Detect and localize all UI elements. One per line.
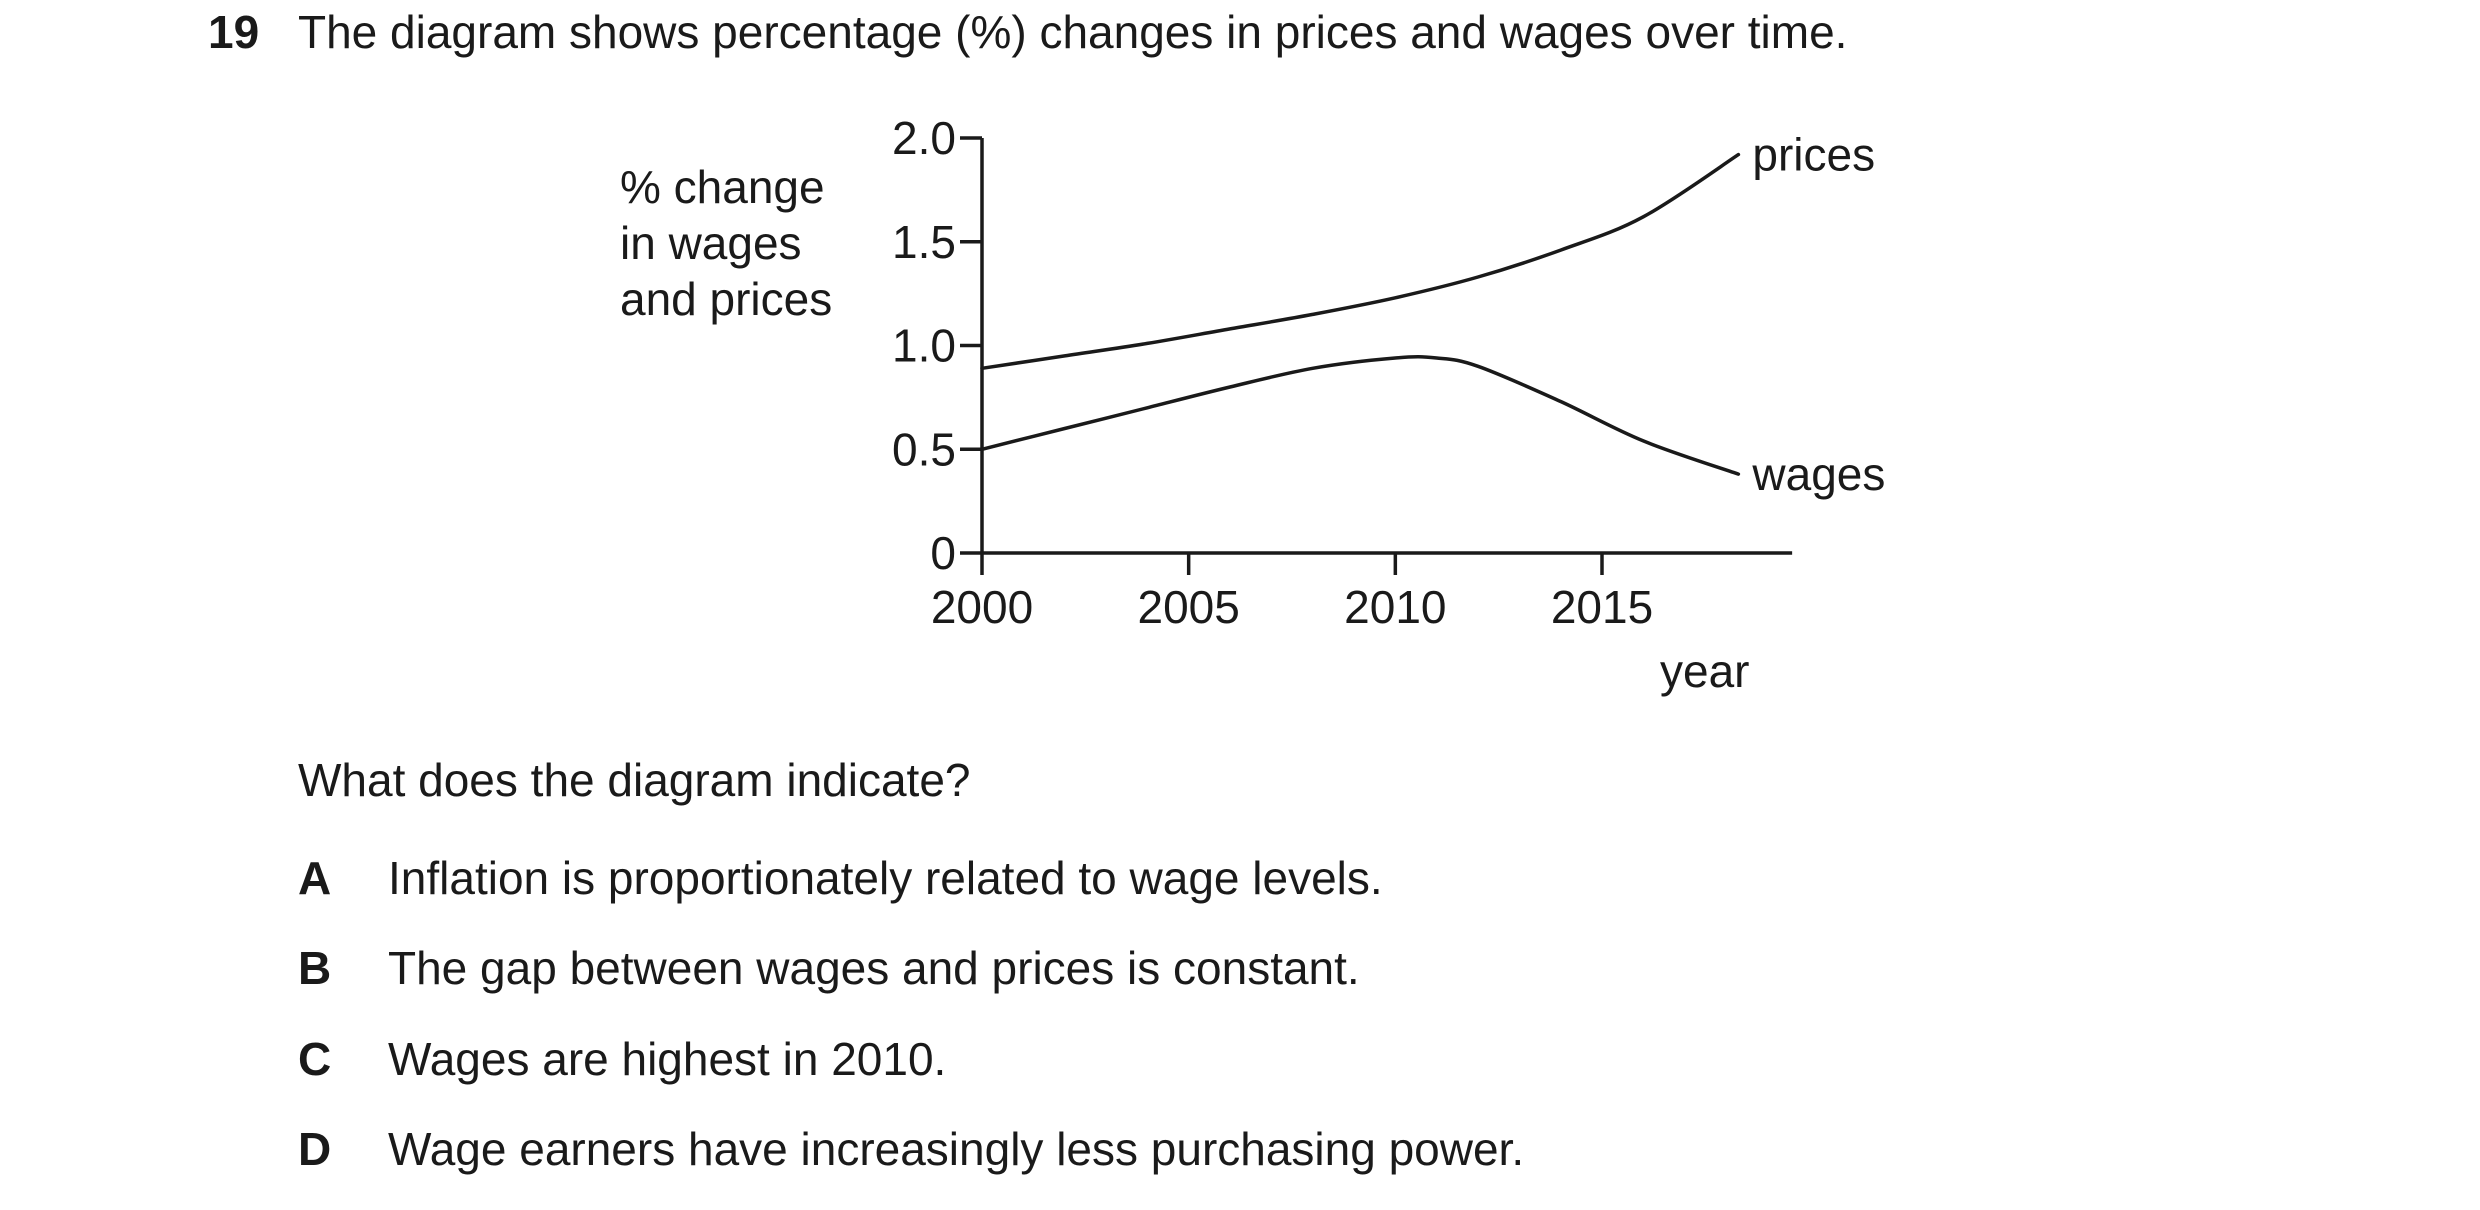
x-tick-label: 2000	[931, 581, 1033, 633]
option-text: Wage earners have increasingly less purc…	[388, 1123, 1525, 1175]
x-tick-label: 2010	[1344, 581, 1446, 633]
series-line-prices	[980, 152, 1741, 371]
option-text: The gap between wages and prices is cons…	[388, 942, 1360, 994]
option-letter: B	[298, 942, 332, 994]
series-label-wages: wages	[1751, 448, 1885, 500]
option-letter: A	[298, 852, 332, 904]
option-text: Inflation is proportionately related to …	[388, 852, 1383, 904]
y-tick-label: 0	[930, 527, 956, 579]
y-tick-label: 2.0	[892, 112, 956, 164]
option-letter: C	[298, 1033, 332, 1085]
option-text: Wages are highest in 2010.	[388, 1033, 947, 1085]
question-prompt: What does the diagram indicate?	[298, 754, 971, 806]
option-letter: D	[298, 1123, 332, 1175]
series-line-wages	[980, 355, 1741, 476]
y-axis-label-line-2: in wages	[620, 217, 802, 269]
y-axis-label-line-3: and prices	[620, 273, 832, 325]
question-number: 19	[208, 6, 260, 58]
series-label-prices: prices	[1752, 129, 1875, 181]
question-stem: The diagram shows percentage (%) changes…	[298, 6, 1848, 58]
x-tick-label: 2005	[1137, 581, 1239, 633]
y-tick-label: 1.0	[892, 320, 956, 372]
y-axis-label-line-1: % change	[620, 161, 825, 213]
line-chart: % change in wages and prices year 0 0.5 1.…	[620, 112, 1885, 697]
x-axis-label: year	[1660, 645, 1749, 697]
y-tick-label: 0.5	[892, 423, 956, 475]
x-tick-label: 2015	[1551, 581, 1653, 633]
y-tick-label: 1.5	[892, 216, 956, 268]
